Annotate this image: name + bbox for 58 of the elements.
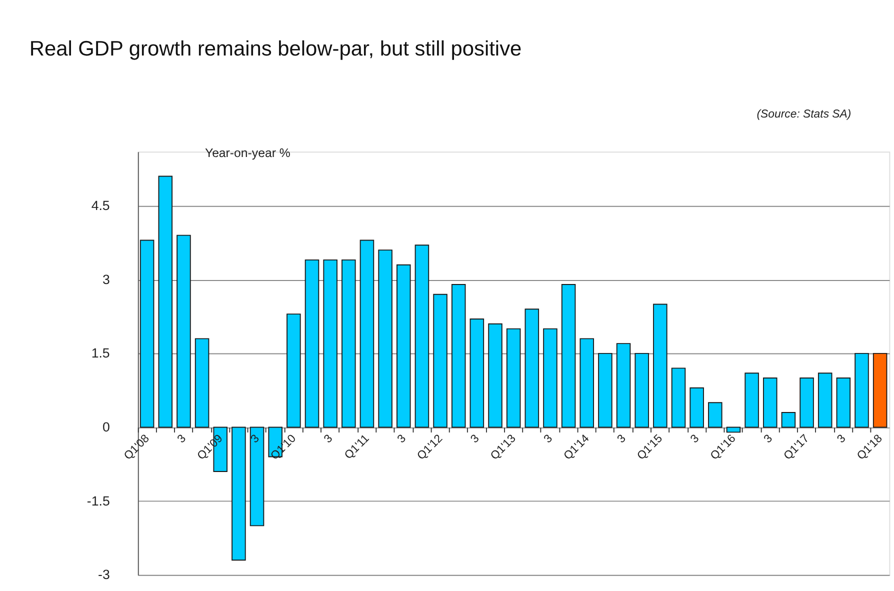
bar [634, 352, 649, 428]
bar [598, 352, 612, 428]
bar [524, 308, 540, 428]
bar [800, 378, 814, 428]
bar [488, 323, 502, 428]
x-tick-label: 3 [322, 432, 336, 446]
bar [726, 426, 741, 433]
bar [140, 240, 154, 428]
y-axis-title: Year-on-year % [204, 146, 290, 160]
y-tick-label: -3 [98, 567, 110, 582]
bar [378, 250, 392, 428]
bar [194, 338, 210, 428]
bar [708, 402, 722, 428]
bar [286, 314, 301, 428]
bar [232, 426, 246, 561]
bar [433, 294, 448, 428]
y-tick-label: 0 [102, 420, 110, 435]
bar [616, 343, 631, 428]
bar [671, 368, 686, 428]
bar [690, 387, 704, 428]
text: (Source: Stats SA) [756, 108, 852, 120]
bar [580, 338, 594, 428]
y-tick-label: 4.5 [91, 198, 110, 214]
bar [323, 259, 338, 428]
x-tick-label: 3 [542, 432, 556, 446]
bar [414, 244, 430, 428]
x-tick-label: 3 [615, 432, 628, 446]
bar [762, 378, 778, 428]
bar [451, 284, 466, 428]
bar [470, 318, 484, 428]
x-tick-label: 3 [835, 432, 848, 446]
bar [543, 328, 558, 428]
x-tick-label: 3 [468, 432, 482, 446]
bar [836, 378, 851, 428]
bar [506, 328, 521, 428]
bar [342, 259, 356, 428]
bar [854, 352, 869, 428]
y-tick-label: 1.5 [91, 346, 110, 361]
bar [744, 372, 759, 428]
bar [304, 259, 320, 428]
bar [872, 352, 888, 428]
bar [818, 372, 832, 428]
bar [250, 426, 264, 526]
bar [561, 284, 576, 428]
bar [653, 304, 668, 428]
bar [781, 412, 796, 428]
x-tick-label: 3 [688, 432, 702, 446]
bar [158, 176, 173, 428]
chart-title: Real GDP growth remains below-par, but still positive [29, 38, 522, 61]
x-tick-label: 3 [176, 432, 189, 446]
bar [396, 264, 411, 428]
y-tick-label: -1.5 [86, 493, 110, 508]
x-tick-label: 3 [248, 432, 262, 446]
bar [176, 234, 191, 428]
x-tick-label: 3 [762, 432, 775, 446]
x-tick-label: 3 [395, 432, 408, 446]
y-tick-label: 3 [102, 272, 110, 287]
bar [360, 240, 374, 428]
